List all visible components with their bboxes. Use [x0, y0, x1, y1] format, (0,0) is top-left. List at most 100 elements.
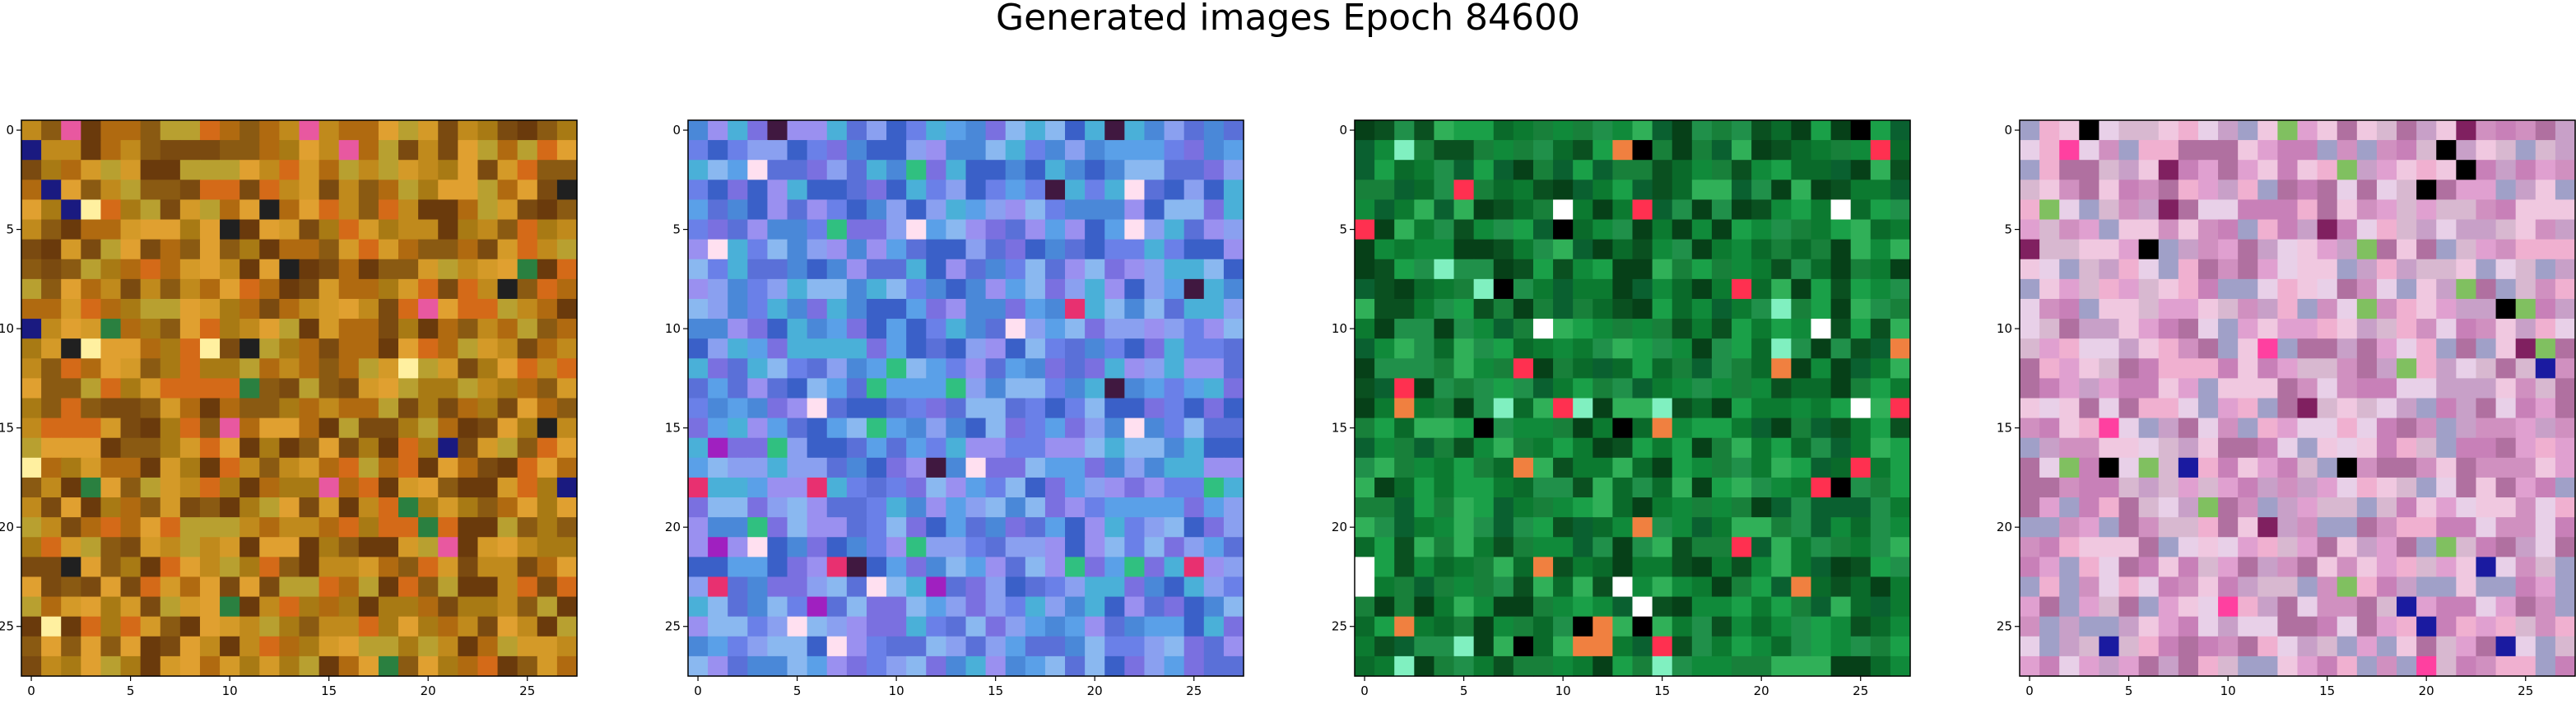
pixel-cell — [807, 219, 828, 240]
pixel-cell — [61, 596, 81, 618]
pixel-cell — [120, 319, 142, 339]
pixel-cell — [1513, 576, 1534, 598]
pixel-cell — [61, 517, 81, 538]
pixel-cell — [438, 457, 458, 478]
pixel-cell — [319, 557, 340, 578]
pixel-cell — [1672, 278, 1693, 300]
pixel-cell — [100, 636, 122, 657]
pixel-cell — [2138, 517, 2160, 538]
pixel-cell — [81, 477, 102, 498]
pixel-cell — [299, 358, 320, 379]
pixel-cell — [2257, 180, 2278, 201]
pixel-cell — [1612, 120, 1634, 141]
x-tick-label: 5 — [793, 683, 802, 698]
pixel-cell — [338, 259, 360, 280]
pixel-cell — [537, 417, 558, 439]
pixel-cell — [2356, 398, 2378, 419]
pixel-cell — [1573, 180, 1593, 201]
pixel-cell — [807, 338, 828, 359]
pixel-cell — [1005, 636, 1026, 657]
y-tick-label: 10 — [1997, 321, 2012, 336]
pixel-cell — [1065, 338, 1086, 359]
pixel-cell — [2456, 437, 2477, 459]
pixel-cell — [239, 557, 260, 578]
pixel-cell — [497, 259, 518, 280]
pixel-cell — [220, 120, 240, 141]
pixel-cell — [2158, 497, 2179, 518]
pixel-cell — [458, 239, 479, 260]
pixel-cell — [1732, 298, 1752, 320]
pixel-cell — [2356, 655, 2378, 677]
pixel-cell — [299, 557, 320, 578]
pixel-cell — [2020, 596, 2040, 618]
pixel-cell — [1223, 616, 1244, 637]
pixel-cell — [61, 298, 81, 320]
pixel-cell — [1573, 457, 1593, 478]
pixel-cell — [2020, 497, 2040, 518]
pixel-cell — [2257, 497, 2278, 518]
pixel-cell — [2356, 557, 2378, 578]
pixel-cell — [708, 517, 728, 538]
pixel-cell — [259, 557, 280, 578]
pixel-cell — [1183, 596, 1205, 618]
pixel-cell — [1612, 576, 1634, 598]
pixel-cell — [537, 537, 558, 557]
pixel-cell — [1652, 497, 1673, 518]
pixel-cell — [2476, 358, 2497, 379]
pixel-cell — [2416, 537, 2437, 557]
pixel-cell — [747, 338, 769, 359]
pixel-cell — [826, 298, 848, 320]
pixel-cell — [2476, 437, 2497, 459]
pixel-cell — [1124, 259, 1146, 280]
pixel-cell — [81, 180, 102, 201]
pixel-cell — [556, 160, 578, 180]
pixel-cell — [477, 477, 499, 498]
pixel-cell — [1144, 259, 1165, 280]
pixel-cell — [21, 259, 42, 280]
pixel-cell — [378, 358, 399, 379]
pixel-cell — [61, 120, 81, 141]
pixel-cell — [239, 160, 260, 180]
pixel-cell — [728, 517, 748, 538]
pixel-cell — [338, 358, 360, 379]
pixel-cell — [458, 497, 479, 518]
pixel-cell — [458, 616, 479, 637]
pixel-cell — [1394, 417, 1415, 439]
pixel-cell — [1870, 160, 1891, 180]
pixel-cell — [537, 199, 558, 221]
pixel-cell — [199, 319, 221, 339]
pixel-cell — [1652, 457, 1673, 478]
pixel-cell — [787, 517, 808, 538]
pixel-cell — [378, 537, 399, 557]
pixel-cell — [1532, 298, 1554, 320]
pixel-cell — [2317, 180, 2338, 201]
pixel-cell — [1850, 319, 1872, 339]
pixel-cell — [1593, 180, 1613, 201]
pixel-cell — [1124, 298, 1146, 320]
pixel-cell — [100, 338, 122, 359]
pixel-cell — [728, 160, 748, 180]
pixel-cell — [866, 557, 887, 578]
pixel-cell — [2397, 378, 2417, 399]
pixel-grid — [2020, 120, 2576, 677]
pixel-cell — [866, 160, 887, 180]
pixel-cell — [846, 319, 867, 339]
pixel-cell — [1414, 219, 1435, 240]
pixel-cell — [1025, 278, 1046, 300]
pixel-cell — [21, 655, 42, 677]
pixel-cell — [199, 219, 221, 240]
pixel-cell — [2238, 259, 2258, 280]
pixel-cell — [299, 160, 320, 180]
pixel-cell — [220, 576, 240, 598]
pixel-cell — [1493, 338, 1514, 359]
pixel-cell — [160, 319, 181, 339]
pixel-cell — [81, 616, 102, 637]
pixel-cell — [199, 298, 221, 320]
pixel-cell — [358, 259, 379, 280]
pixel-cell — [556, 616, 578, 637]
pixel-cell — [728, 378, 748, 399]
pixel-cell — [926, 338, 946, 359]
pixel-cell — [1025, 199, 1046, 221]
pixel-cell — [1473, 338, 1495, 359]
pixel-cell — [2356, 437, 2378, 459]
